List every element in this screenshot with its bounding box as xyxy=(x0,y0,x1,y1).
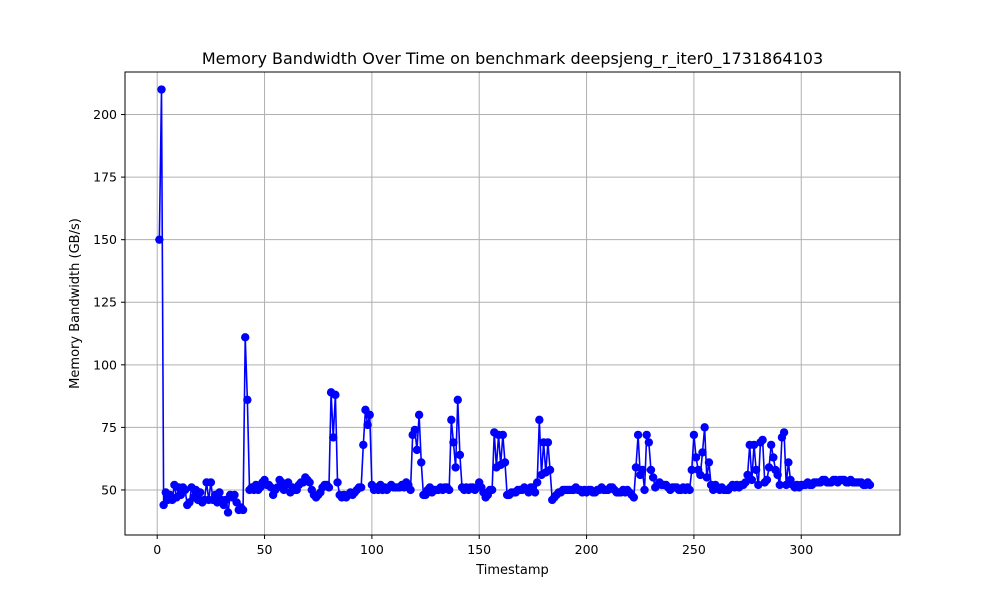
y-tick-label: 50 xyxy=(101,482,117,497)
data-point xyxy=(329,433,338,442)
data-point xyxy=(779,428,789,437)
x-tick-label: 100 xyxy=(360,542,384,557)
data-point xyxy=(455,450,465,460)
data-point xyxy=(324,483,334,492)
data-point xyxy=(644,438,654,447)
data-point xyxy=(333,478,342,487)
data-point xyxy=(449,438,458,447)
data-point xyxy=(195,488,205,497)
data-point xyxy=(365,410,374,420)
data-point xyxy=(764,463,774,472)
data-point xyxy=(775,480,784,490)
data-point xyxy=(498,430,508,440)
data-point xyxy=(762,475,772,485)
y-axis-label: Memory Bandwidth (GB/s) xyxy=(68,218,83,389)
data-point xyxy=(500,458,510,467)
series-layer xyxy=(155,85,875,517)
data-point xyxy=(747,475,757,485)
data-point xyxy=(447,415,456,425)
data-point xyxy=(638,465,647,475)
x-tick-label: 150 xyxy=(467,542,491,557)
grid xyxy=(125,72,900,535)
x-tick-label: 50 xyxy=(257,542,273,557)
y-tick-label: 75 xyxy=(101,420,117,435)
data-point xyxy=(741,478,750,487)
y-tick-label: 125 xyxy=(93,295,117,310)
data-point xyxy=(749,440,759,450)
data-point xyxy=(640,485,649,495)
data-point xyxy=(305,478,314,487)
data-point xyxy=(223,508,233,517)
y-tick-label: 175 xyxy=(93,170,117,185)
data-point xyxy=(865,480,875,490)
data-point xyxy=(414,410,424,420)
data-point xyxy=(629,493,638,502)
data-point xyxy=(453,395,462,405)
data-point xyxy=(331,390,340,400)
data-point xyxy=(444,485,454,495)
y-axis: 50 75 100 125 150 175 200 xyxy=(93,107,125,497)
data-point xyxy=(230,490,239,500)
x-tick-label: 0 xyxy=(153,542,161,557)
data-point xyxy=(241,333,250,342)
data-point xyxy=(754,480,763,490)
data-point xyxy=(487,485,497,495)
data-point xyxy=(412,445,422,455)
x-tick-label: 300 xyxy=(789,542,813,557)
data-point xyxy=(243,395,252,405)
data-point xyxy=(633,430,643,440)
data-point xyxy=(451,463,460,472)
data-point xyxy=(180,485,190,495)
data-point xyxy=(784,458,793,467)
data-point xyxy=(773,470,782,480)
series-line xyxy=(158,88,871,514)
data-point xyxy=(700,423,709,432)
y-tick-label: 150 xyxy=(93,232,117,247)
data-point xyxy=(691,453,701,462)
data-point xyxy=(155,235,164,244)
data-point xyxy=(631,463,641,472)
data-point xyxy=(648,473,658,482)
chart-title: Memory Bandwidth Over Time on benchmark … xyxy=(202,49,823,69)
x-tick-label: 200 xyxy=(575,542,599,557)
data-point xyxy=(359,440,368,450)
data-point xyxy=(702,473,711,482)
data-point xyxy=(696,470,705,480)
x-tick-label: 250 xyxy=(682,542,706,557)
data-point xyxy=(410,425,420,435)
data-point xyxy=(356,483,366,492)
data-point xyxy=(545,465,555,475)
data-point xyxy=(406,485,415,495)
data-point xyxy=(685,485,694,495)
data-point xyxy=(535,415,544,425)
data-point xyxy=(689,430,699,440)
data-point xyxy=(417,458,426,467)
data-point xyxy=(530,488,540,497)
x-axis: 0 50 100 150 200 250 300 xyxy=(153,535,813,557)
data-point xyxy=(751,465,761,475)
data-point xyxy=(698,448,707,457)
data-point xyxy=(363,420,372,430)
data-point xyxy=(766,440,776,450)
data-point xyxy=(642,430,651,440)
plot-frame xyxy=(124,71,901,536)
y-tick-label: 200 xyxy=(93,107,117,122)
data-point xyxy=(769,453,778,462)
data-point xyxy=(543,438,553,447)
data-point xyxy=(687,465,696,475)
data-point xyxy=(758,435,767,445)
data-point xyxy=(238,505,248,515)
data-point xyxy=(646,465,656,475)
data-point xyxy=(704,458,714,467)
data-point xyxy=(157,85,166,94)
data-point xyxy=(532,478,542,487)
y-tick-label: 100 xyxy=(93,357,117,372)
data-point xyxy=(206,478,216,487)
x-axis-label: Timestamp xyxy=(475,563,549,578)
data-point xyxy=(215,488,224,497)
